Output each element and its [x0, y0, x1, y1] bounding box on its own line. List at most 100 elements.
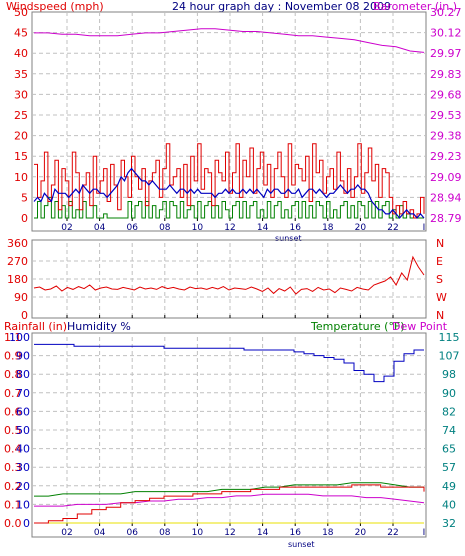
climate-panel-series [34, 343, 425, 524]
wind-y-tick-label: 20 [14, 130, 28, 143]
x-tick-label: 18 [322, 223, 334, 233]
humidity-y-tick-label: 30 [16, 461, 30, 474]
x-tick-label: 14 [257, 528, 269, 538]
x-tick-label: 20 [355, 528, 367, 538]
humidity-y-tick-label: 90 [16, 350, 30, 363]
wind-y-tick-label: 15 [14, 150, 28, 163]
baro-y-tick-label: 30.27 [430, 6, 462, 19]
temperature-y-tick-label: 74 [442, 424, 456, 437]
direction-y-tick-label: 360 [7, 237, 28, 250]
x-tick-label: 02 [61, 223, 72, 233]
x-tick-label: 04 [94, 528, 106, 538]
humidity-y-tick-label: 0 [23, 517, 30, 530]
rain-y-tick-label: 0.1 [4, 498, 22, 511]
humidity-y-tick-label: 100 [9, 331, 30, 344]
humidity-y-tick-label: 50 [16, 424, 30, 437]
rain-y-tick-label: 0.5 [4, 424, 22, 437]
humidity-axis-label: Humidity % [67, 320, 131, 333]
climate-panel-grid [32, 337, 426, 523]
rain-y-tick-label: 0.6 [4, 405, 22, 418]
x-tick-label: 10 [192, 528, 204, 538]
barometer-axis-label: Barometer (in.) [373, 0, 457, 13]
temperature-y-tick-label: 90 [442, 387, 456, 400]
temperature-y-tick-label: 32 [442, 517, 456, 530]
x-tick-label: 22 [387, 223, 398, 233]
baro-y-tick-label: 29.23 [430, 150, 462, 163]
wind-y-tick-label: 5 [21, 191, 28, 204]
direction-compass-label: E [436, 255, 443, 268]
x-tick-label: 12 [224, 223, 235, 233]
direction-compass-label: S [436, 273, 443, 286]
x-tick-label: 06 [126, 223, 138, 233]
wind-panel-ticks: 02 04 06 08 10 12 14 16 18 20 22 I 0 5 10 15 20 25 30 35 40 4… [14, 6, 462, 233]
rainfall-axis-label: Rainfall (in) [4, 320, 67, 333]
windspeed-axis-label: Windspeed (mph) [6, 0, 104, 13]
temperature-axis-label: Temperature (°F) [310, 320, 405, 333]
x-tick-label: 08 [159, 528, 171, 538]
wind-y-tick-label: 40 [14, 47, 28, 60]
x-tick-label: 12 [224, 528, 235, 538]
rain-y-tick-label: 0.9 [4, 350, 22, 363]
wind-y-tick-label: 25 [14, 109, 28, 122]
temperature-y-tick-label: 40 [442, 498, 456, 511]
wind-y-tick-label: 50 [14, 6, 28, 19]
barometer-line [34, 28, 425, 53]
humidity-y-tick-label: 60 [16, 405, 30, 418]
rain-y-tick-label: 0.3 [4, 461, 22, 474]
wind-gust-series [34, 143, 425, 219]
humidity-y-tick-label: 20 [16, 480, 30, 493]
baro-y-tick-label: 29.09 [430, 171, 462, 184]
rain-y-tick-label: 0.2 [4, 480, 22, 493]
humidity-y-tick-label: 40 [16, 443, 30, 456]
x-tick-label: 18 [322, 528, 334, 538]
x-tick-label: 04 [94, 223, 106, 233]
baro-y-tick-label: 29.53 [430, 109, 462, 122]
x-now-marker: I [423, 528, 426, 538]
climate-panel-ticks: 02 04 06 08 10 12 14 16 18 20 22 I 0.0 0.1 0.2 0.3 0.4 0.… [4, 331, 460, 538]
direction-y-tick-label: 270 [7, 255, 28, 268]
temperature-y-tick-label: 115 [439, 331, 460, 344]
humidity-series [34, 343, 424, 383]
baro-y-tick-label: 29.38 [430, 130, 462, 143]
wind-y-tick-label: 10 [14, 171, 28, 184]
dewpoint-axis-label: Dew Point [392, 320, 448, 333]
baro-y-tick-label: 28.94 [430, 191, 462, 204]
direction-compass-label: N [436, 237, 444, 250]
baro-y-tick-label: 29.83 [430, 68, 462, 81]
direction-compass-label: N [436, 309, 444, 322]
wind-y-tick-label: 30 [14, 88, 28, 101]
wind-direction-series [33, 255, 425, 295]
baro-y-tick-label: 29.97 [430, 47, 462, 60]
temperature-y-tick-label: 107 [439, 350, 460, 363]
direction-panel-series [33, 255, 425, 295]
rain-y-tick-label: 0.4 [4, 443, 22, 456]
rain-y-tick-label: 1.1 [4, 331, 22, 344]
temperature-series [34, 482, 424, 497]
x-tick-label: 14 [257, 223, 269, 233]
temperature-y-tick-label: 57 [442, 461, 456, 474]
page-title: 24 hour graph day : November 08 2009 [172, 0, 391, 13]
wind-panel-series [33, 28, 425, 219]
baro-y-tick-label: 30.12 [430, 27, 462, 40]
wind-sunset-label: sunset [275, 234, 302, 243]
x-now-marker: I [423, 223, 426, 233]
x-tick-label: 08 [159, 223, 171, 233]
humidity-y-tick-label: 10 [16, 498, 30, 511]
climate-panel-frame [31, 332, 427, 538]
humidity-y-tick-label: 70 [16, 387, 30, 400]
temperature-y-tick-label: 65 [442, 443, 456, 456]
wind-green-series [34, 196, 424, 219]
x-tick-label: 16 [289, 528, 301, 538]
baro-y-tick-label: 28.79 [430, 212, 462, 225]
rain-y-tick-label: 0.8 [4, 368, 22, 381]
wind-y-tick-label: 35 [14, 68, 28, 81]
baro-y-tick-label: 29.68 [430, 88, 462, 101]
temperature-y-tick-label: 98 [442, 368, 456, 381]
direction-panel-grid [32, 243, 426, 315]
wind-average-series [33, 167, 425, 219]
rainfall-series [34, 493, 425, 507]
rain-y-tick-label: 0.7 [4, 387, 22, 400]
wind-y-tick-label: 45 [14, 27, 28, 40]
